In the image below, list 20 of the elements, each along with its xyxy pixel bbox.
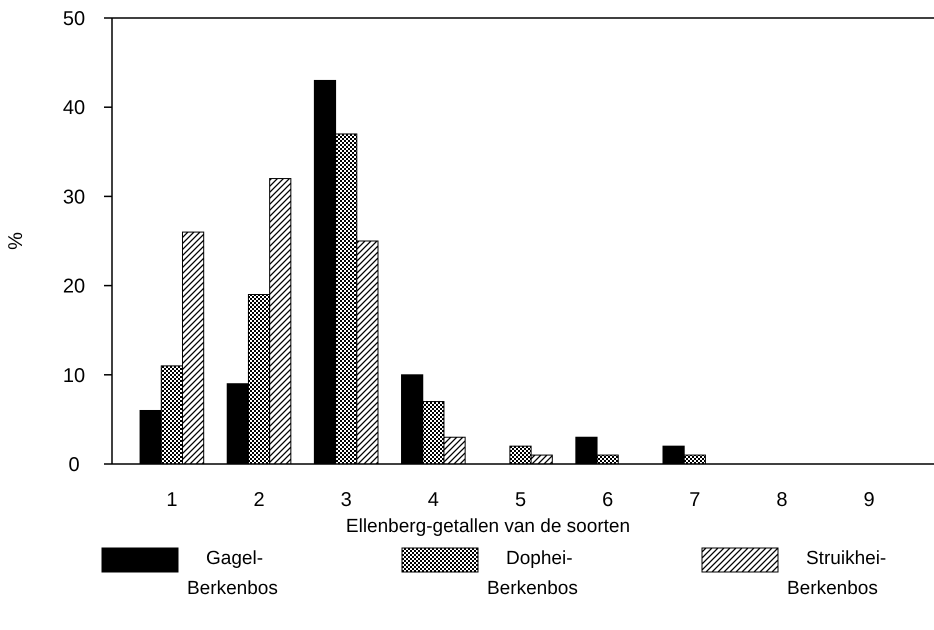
x-tick-label: 1: [166, 489, 178, 511]
y-axis-title: %: [5, 232, 27, 250]
x-tick-label: 5: [514, 489, 526, 511]
x-tick-label: 6: [602, 489, 614, 511]
legend-label: Struikhei- Berkenbos: [787, 548, 886, 599]
legend-label: Gagel- Berkenbos: [187, 548, 278, 599]
x-tick-label: 8: [776, 489, 788, 511]
x-tick-label: 2: [253, 489, 265, 511]
y-tick-label: 10: [62, 364, 86, 387]
legend-label: Dophei- Berkenbos: [487, 548, 578, 599]
y-tick-label: 40: [62, 97, 86, 120]
x-tick-label: 7: [689, 489, 700, 511]
y-tick-label: 30: [62, 186, 86, 208]
y-tick-label: 0: [68, 454, 80, 476]
y-tick-label: 20: [62, 276, 86, 298]
x-tick-label: 4: [428, 489, 439, 511]
x-axis-title: Ellenberg-getallen van de soorten: [346, 516, 630, 537]
x-tick-label: 3: [340, 489, 352, 511]
y-tick-label: 50: [62, 8, 86, 30]
x-tick-label: 9: [864, 489, 875, 511]
